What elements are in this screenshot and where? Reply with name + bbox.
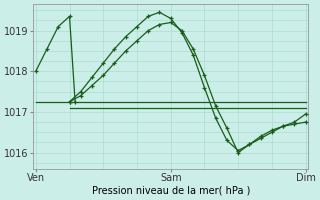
X-axis label: Pression niveau de la mer( hPa ): Pression niveau de la mer( hPa ): [92, 186, 250, 196]
